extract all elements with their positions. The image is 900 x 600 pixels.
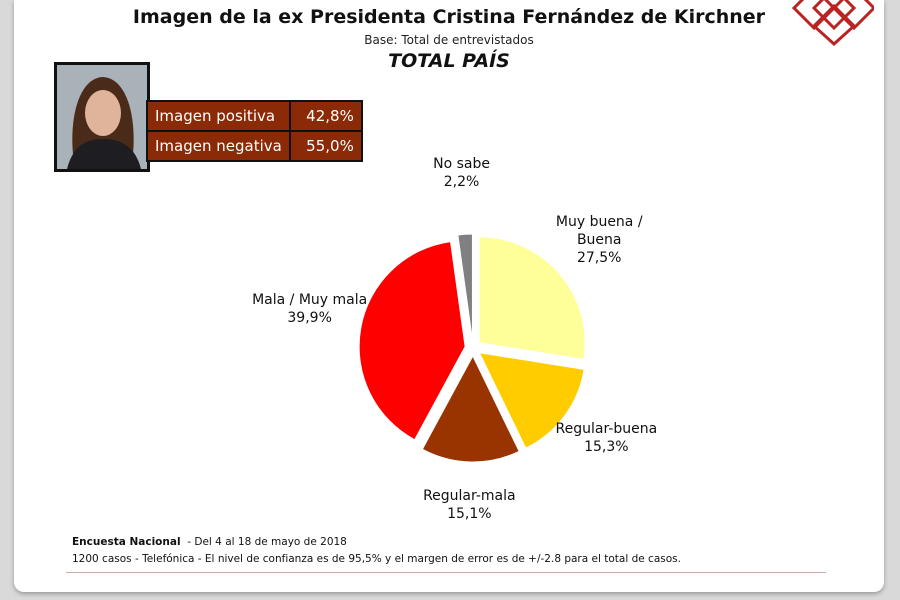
cell: 42,8% xyxy=(288,100,363,132)
slide: Imagen de la ex Presidenta Cristina Fern… xyxy=(14,0,884,592)
slice-label: Mala / Muy mala 39,9% xyxy=(250,291,370,327)
subtitle: Base: Total de entrevistados xyxy=(364,33,534,47)
survey: Encuesta Nacional xyxy=(72,536,181,548)
pie-slice xyxy=(421,354,520,463)
cell: 55,0% xyxy=(288,130,363,162)
category-label: Mala / Muy mala xyxy=(252,292,368,309)
summary-row: Imagen positiva 42,8% xyxy=(146,100,363,132)
dates: - Del 4 al 18 de mayo de 2018 xyxy=(187,536,347,548)
slice-label: Regular-mala 15,1% xyxy=(409,487,529,523)
footer-line: Encuesta Nacional - Del 4 al 18 de mayo … xyxy=(72,534,681,551)
category-label: Regular-buena xyxy=(555,420,658,437)
pie-chart xyxy=(358,233,586,463)
slice-label: Regular-buena 15,3% xyxy=(546,420,666,456)
pie-slice xyxy=(457,233,473,341)
summary-row: Imagen negativa 55,0% xyxy=(146,130,363,162)
pie-slice xyxy=(358,241,466,441)
details: 1200 casos - Telefónica - El nivel de co… xyxy=(72,553,681,565)
value-label: 39,9% xyxy=(287,310,332,327)
photo-art xyxy=(57,65,147,169)
value-label: 2,2% xyxy=(443,174,480,191)
value-label: 15,3% xyxy=(584,438,629,455)
title: Imagen de la ex Presidenta Cristina Fern… xyxy=(132,6,766,28)
footer: Encuesta Nacional - Del 4 al 18 de mayo … xyxy=(72,534,681,568)
heading: TOTAL PAÍS xyxy=(388,50,510,72)
value-label: 15,1% xyxy=(447,505,492,522)
footer-rule xyxy=(66,572,826,573)
slice-label: No sabe 2,2% xyxy=(402,155,522,191)
logo xyxy=(791,0,874,46)
category-label: Regular-mala xyxy=(423,487,516,504)
summary-table: Imagen positiva 42,8% Imagen negativa 55,0… xyxy=(146,100,363,162)
pie-slice xyxy=(478,236,586,360)
cell: Imagen positiva xyxy=(146,100,291,132)
category-label: No sabe xyxy=(433,156,490,173)
pie-slice xyxy=(478,352,585,449)
cell: Imagen negativa xyxy=(146,130,291,162)
category-label: Muy buena / Buena xyxy=(555,214,643,249)
value-label: 27,5% xyxy=(576,250,622,267)
slice-label: Muy buena / Buena 27,5% xyxy=(539,213,659,267)
